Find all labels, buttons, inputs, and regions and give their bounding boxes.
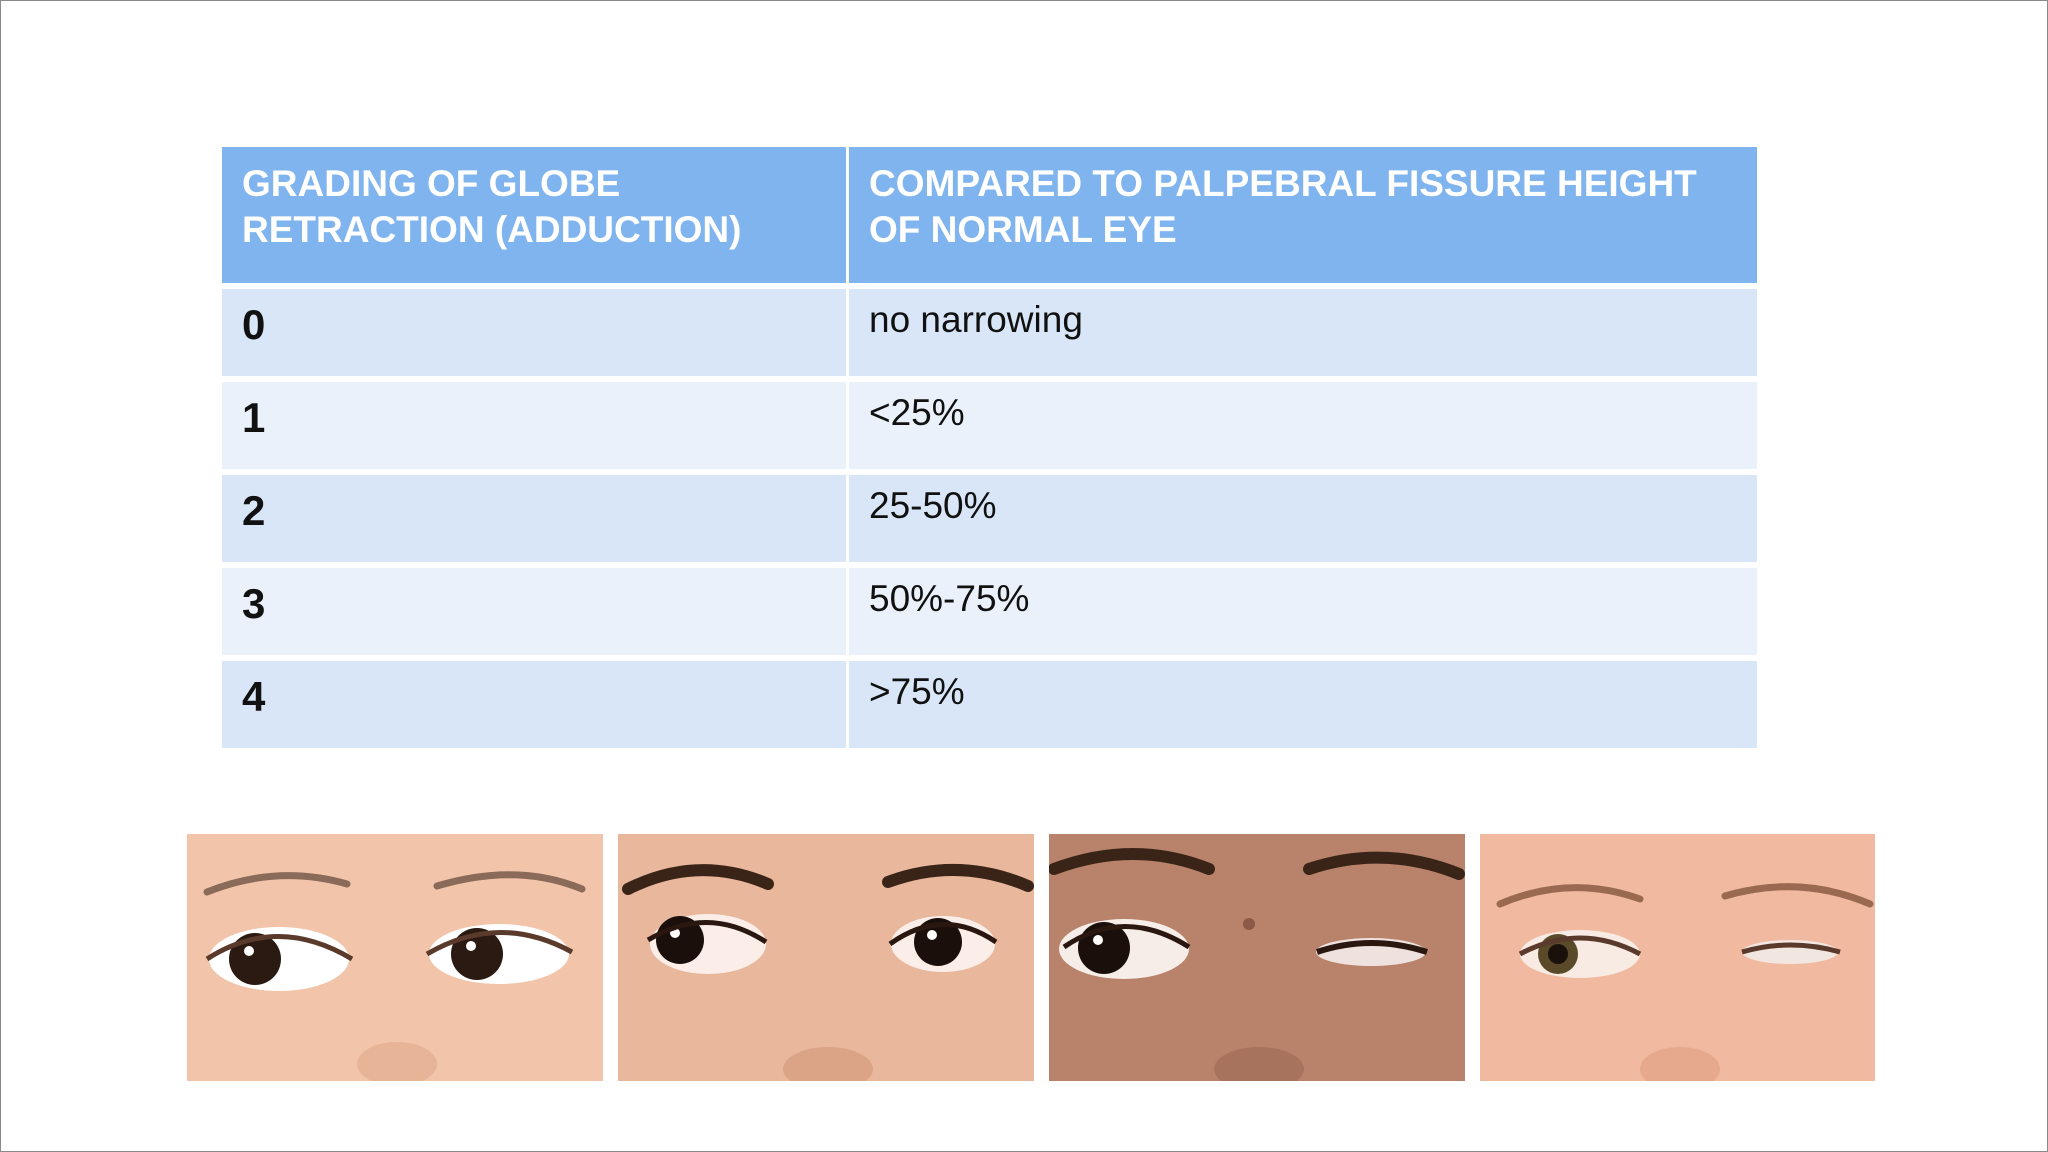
table-row: 4 >75% bbox=[222, 661, 1757, 748]
grade-cell: 1 bbox=[222, 382, 846, 469]
header-grading: GRADING OF GLOBE RETRACTION (ADDUCTION) bbox=[222, 147, 846, 283]
description-cell: no narrowing bbox=[849, 289, 1757, 376]
table-row: 1 <25% bbox=[222, 382, 1757, 469]
grade-cell: 4 bbox=[222, 661, 846, 748]
grade-cell: 3 bbox=[222, 568, 846, 655]
grading-table: GRADING OF GLOBE RETRACTION (ADDUCTION) … bbox=[219, 141, 1760, 754]
eyes-photo-2 bbox=[618, 834, 1034, 1081]
header-comparison: COMPARED TO PALPEBRAL FISSURE HEIGHT OF … bbox=[849, 147, 1757, 283]
eyes-photo-3 bbox=[1049, 834, 1465, 1081]
table-header-row: GRADING OF GLOBE RETRACTION (ADDUCTION) … bbox=[222, 147, 1757, 283]
table-row: 3 50%-75% bbox=[222, 568, 1757, 655]
grade-cell: 2 bbox=[222, 475, 846, 562]
description-cell: 25-50% bbox=[849, 475, 1757, 562]
eyes-photo-1 bbox=[187, 834, 603, 1081]
table-row: 2 25-50% bbox=[222, 475, 1757, 562]
eyes-photo-4 bbox=[1480, 834, 1875, 1081]
description-cell: 50%-75% bbox=[849, 568, 1757, 655]
description-cell: <25% bbox=[849, 382, 1757, 469]
table-row: 0 no narrowing bbox=[222, 289, 1757, 376]
grade-cell: 0 bbox=[222, 289, 846, 376]
description-cell: >75% bbox=[849, 661, 1757, 748]
